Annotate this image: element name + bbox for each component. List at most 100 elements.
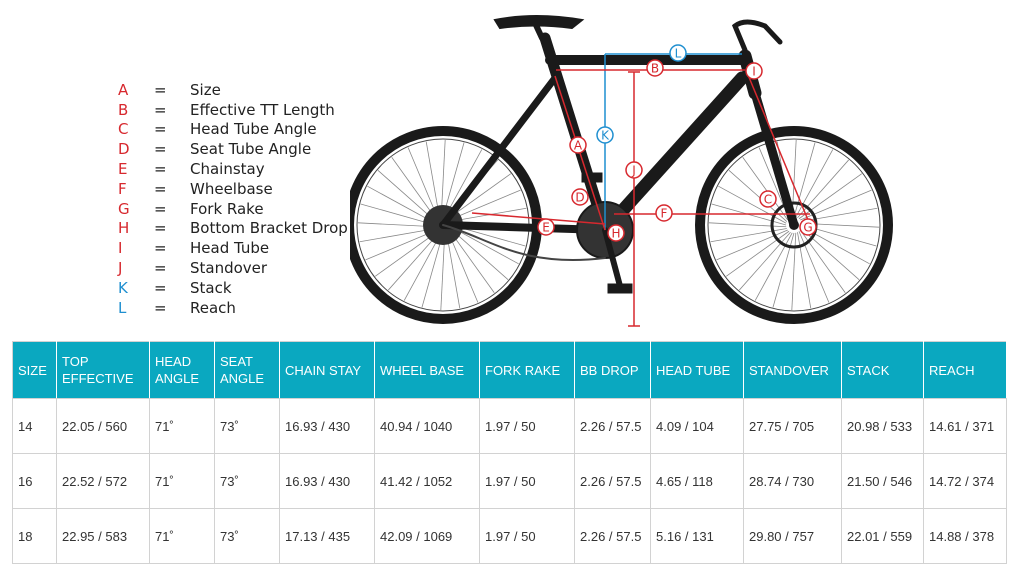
legend-letter: A xyxy=(118,80,129,99)
legend-row: L = Reach xyxy=(112,298,348,318)
legend-row: E = Chainstay xyxy=(112,159,348,179)
legend-label: Seat Tube Angle xyxy=(190,140,312,159)
legend-letter: F xyxy=(118,179,127,198)
table-cell: 41.42 / 1052 xyxy=(374,453,480,509)
table-cell: 17.13 / 435 xyxy=(279,508,375,564)
table-cell: 4.09 / 104 xyxy=(650,398,744,454)
legend-separator: = xyxy=(154,160,167,179)
table-cell: 14.88 / 378 xyxy=(923,508,1007,564)
table-cell: 16.93 / 430 xyxy=(279,398,375,454)
marker-l: L xyxy=(669,44,687,62)
legend-letter: I xyxy=(118,239,123,258)
table-cell: 73˚ xyxy=(214,508,280,564)
legend-separator: = xyxy=(154,199,167,218)
table-cell: 14 xyxy=(12,398,57,454)
table-cell: 1.97 / 50 xyxy=(479,398,575,454)
legend-label: Head Tube Angle xyxy=(190,120,317,139)
table-cell: 18 xyxy=(12,508,57,564)
legend-separator: = xyxy=(154,140,167,159)
table-cell: 14.72 / 374 xyxy=(923,453,1007,509)
column-header: STANDOVER xyxy=(743,341,842,399)
svg-text:A: A xyxy=(574,139,583,153)
marker-k: K xyxy=(596,126,614,144)
table-cell: 2.26 / 57.5 xyxy=(574,453,651,509)
marker-e: E xyxy=(537,218,555,236)
table-cell: 22.52 / 572 xyxy=(56,453,150,509)
legend-label: Effective TT Length xyxy=(190,100,335,119)
legend-label: Stack xyxy=(190,278,232,297)
marker-g: G xyxy=(799,218,817,236)
table-cell: 73˚ xyxy=(214,398,280,454)
table-cell: 2.26 / 57.5 xyxy=(574,508,651,564)
table-cell: 16 xyxy=(12,453,57,509)
table-row: 14 22.05 / 560 71˚ 73˚ 16.93 / 430 40.94 / 10… xyxy=(12,398,1007,454)
legend-letter: G xyxy=(118,199,130,218)
legend-row: G = Fork Rake xyxy=(112,199,348,219)
column-header: HEAD TUBE xyxy=(650,341,744,399)
legend-letter: E xyxy=(118,160,128,179)
legend-separator: = xyxy=(154,259,167,278)
marker-d: D xyxy=(571,188,589,206)
marker-b: B xyxy=(646,59,664,77)
table-cell: 28.74 / 730 xyxy=(743,453,842,509)
column-header: SEAT ANGLE xyxy=(214,341,280,399)
legend-label: Fork Rake xyxy=(190,199,264,218)
legend-letter: J xyxy=(118,259,123,278)
table-cell: 27.75 / 705 xyxy=(743,398,842,454)
legend-row: A = Size xyxy=(112,80,348,100)
legend-letter: D xyxy=(118,140,130,159)
column-header: STACK xyxy=(841,341,924,399)
table-cell: 5.16 / 131 xyxy=(650,508,744,564)
marker-a: A xyxy=(569,136,587,154)
svg-text:E: E xyxy=(542,221,550,235)
legend-separator: = xyxy=(154,239,167,258)
legend-row: B = Effective TT Length xyxy=(112,100,348,120)
column-header: SIZE xyxy=(12,341,57,399)
table-cell: 1.97 / 50 xyxy=(479,508,575,564)
marker-j: J xyxy=(625,161,643,179)
table-cell: 71˚ xyxy=(149,453,215,509)
table-cell: 1.97 / 50 xyxy=(479,453,575,509)
svg-text:C: C xyxy=(764,193,772,207)
table-row: 18 22.95 / 583 71˚ 73˚ 17.13 / 435 42.09 / 10… xyxy=(12,508,1007,564)
legend-row: F = Wheelbase xyxy=(112,179,348,199)
column-header: REACH xyxy=(923,341,1007,399)
front-wheel xyxy=(695,126,893,324)
table-cell: 21.50 / 546 xyxy=(841,453,924,509)
table-cell: 71˚ xyxy=(149,508,215,564)
legend-separator: = xyxy=(154,298,167,317)
legend-letter: H xyxy=(118,219,130,238)
table-header-row: SIZE TOP EFFECTIVE HEAD ANGLE SEAT ANGLE CHA… xyxy=(12,341,1007,399)
legend-label: Bottom Bracket Drop xyxy=(190,219,348,238)
table-cell: 29.80 / 757 xyxy=(743,508,842,564)
diagram-markers: A B C D E F G H I J K L xyxy=(537,44,817,242)
column-header: FORK RAKE xyxy=(479,341,575,399)
column-header: TOP EFFECTIVE xyxy=(56,341,150,399)
table-cell: 22.95 / 583 xyxy=(56,508,150,564)
legend-letter: L xyxy=(118,298,127,317)
legend-row: H = Bottom Bracket Drop xyxy=(112,219,348,239)
column-header: CHAIN STAY xyxy=(279,341,375,399)
legend-row: K = Stack xyxy=(112,278,348,298)
table-cell: 40.94 / 1040 xyxy=(374,398,480,454)
svg-text:D: D xyxy=(575,191,584,205)
legend-label: Chainstay xyxy=(190,160,265,179)
svg-text:I: I xyxy=(752,65,756,79)
column-header: WHEEL BASE xyxy=(374,341,480,399)
table-cell: 22.01 / 559 xyxy=(841,508,924,564)
legend-row: J = Standover xyxy=(112,258,348,278)
table-cell: 14.61 / 371 xyxy=(923,398,1007,454)
legend-separator: = xyxy=(154,100,167,119)
legend-row: D = Seat Tube Angle xyxy=(112,139,348,159)
legend-label: Wheelbase xyxy=(190,179,273,198)
column-header: HEAD ANGLE xyxy=(149,341,215,399)
svg-text:B: B xyxy=(651,62,659,76)
legend-separator: = xyxy=(154,80,167,99)
legend-separator: = xyxy=(154,120,167,139)
marker-i: I xyxy=(745,62,763,80)
legend-label: Standover xyxy=(190,259,268,278)
marker-h: H xyxy=(607,224,625,242)
table-cell: 22.05 / 560 xyxy=(56,398,150,454)
column-header: BB DROP xyxy=(574,341,651,399)
table-cell: 2.26 / 57.5 xyxy=(574,398,651,454)
